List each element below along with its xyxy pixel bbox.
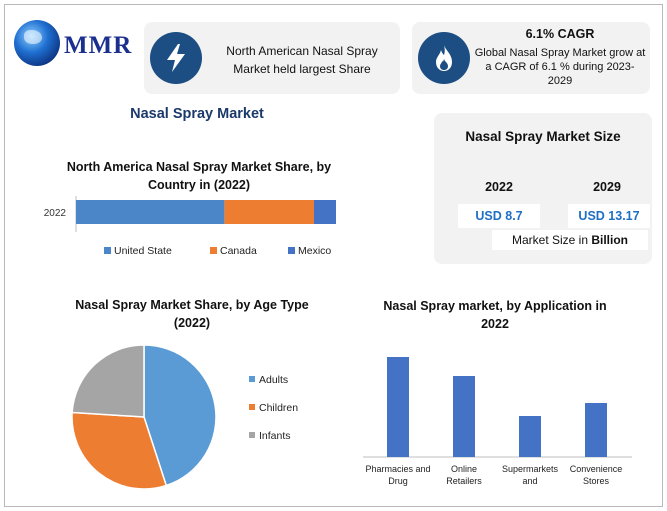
market-size-card: Nasal Spray Market Size 2022 2029 USD 8.… [434,113,652,264]
age-chart-title: Nasal Spray Market Share, by Age Type (2… [75,298,309,330]
legend-swatch [210,247,217,254]
country-chart-title: North America Nasal Spray Market Share, … [66,160,332,192]
application-chart-title: Nasal Spray market, by Application in 20… [383,299,607,331]
category-label: Online Retailers [446,464,482,486]
column-bar [453,376,475,457]
globe-icon [14,20,60,66]
year-2029-label: 2029 [593,180,621,194]
column-bar [519,416,541,457]
mmr-logo: MMR [14,20,134,68]
market-size-title: Nasal Spray Market Size [465,129,621,144]
region-highlight-card: North American Nasal Spray Market held l… [144,22,400,94]
market-size-unit: Market Size in Billion [492,230,648,250]
legend-swatch [288,247,295,254]
legend-swatch [249,432,255,438]
legend-swatch [249,376,255,382]
unit-bold: Billion [591,233,629,247]
legend-label: Children [259,402,298,414]
year-2022-label: 2022 [485,180,513,194]
legend-label: Adults [259,374,288,386]
legend-swatch [249,404,255,410]
legend-label: Mexico [298,245,331,257]
category-label: 2022 [44,208,67,219]
cagr-card: 6.1% CAGR Global Nasal Spray Market grow… [412,22,650,94]
value-2022: USD 8.7 [458,204,540,228]
application-bar-chart: Pharmacies and Drug Online Retailers Superma… [363,357,632,486]
main-title: Nasal Spray Market [130,106,264,122]
cagr-text: Global Nasal Spray Market grow at a CAGR… [474,47,646,87]
cagr-title: 6.1% CAGR [525,27,595,41]
bar-segment-united-state [76,200,225,224]
pie-slice-infants [71,344,145,418]
unit-prefix: Market Size in [511,233,592,247]
legend-label: Canada [220,245,257,257]
region-highlight-text: North American Nasal Spray Market held l… [226,44,378,76]
pie-slice-children [71,411,168,490]
legend-swatch [104,247,111,254]
column-bar [387,357,409,457]
pie-slice-adults [143,344,217,487]
age-type-pie-chart: Adults Children Infants [71,344,298,490]
value-2029: USD 13.17 [568,204,650,228]
bar-segment-mexico [314,200,336,224]
column-bar [585,403,607,457]
bar-segment-canada [224,200,314,224]
lightning-icon [150,32,202,84]
legend-label: United State [114,245,172,257]
category-label: Convenience Stores [570,464,623,486]
category-label: Supermarkets and [502,464,559,486]
country-share-chart: 2022 United State Canada Mexico [44,196,336,257]
category-label: Pharmacies and Drug [365,464,430,486]
flame-icon [418,32,470,84]
legend-label: Infants [259,430,291,442]
logo-text: MMR [64,32,133,59]
